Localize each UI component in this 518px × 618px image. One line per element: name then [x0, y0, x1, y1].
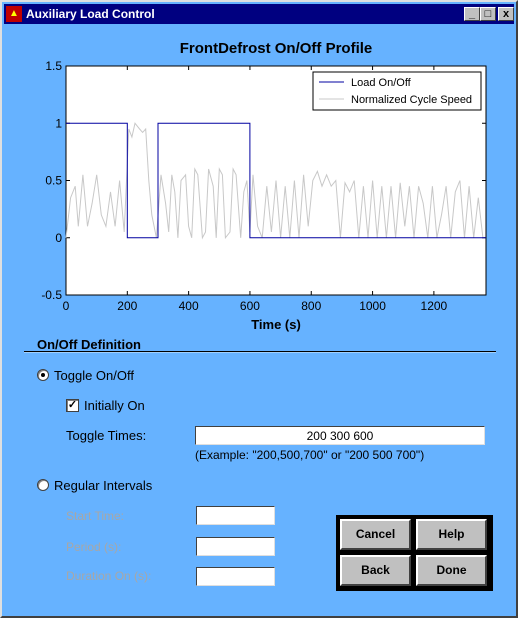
x-tick-label: 400	[179, 299, 199, 313]
period-input[interactable]	[196, 537, 275, 556]
radio-selected-dot	[41, 373, 45, 377]
title-bar: ▲ Auxiliary Load Control _ □ x	[4, 4, 514, 24]
toggle-times-example: (Example: "200,500,700" or "200 500 700"…	[195, 448, 425, 462]
toggle-times-input[interactable]	[195, 426, 485, 445]
initially-on-checkbox[interactable]: ✓	[66, 399, 79, 412]
series-load-on-off-line	[66, 122, 486, 239]
matlab-app-icon: ▲	[6, 6, 22, 22]
legend-label-load: Load On/Off	[351, 77, 412, 89]
x-tick-label: 0	[63, 299, 70, 313]
x-tick-label: 1000	[359, 299, 386, 313]
chart-title: FrontDefrost On/Off Profile	[179, 40, 373, 57]
duration-on-label: Duration On (s):	[66, 569, 152, 583]
regular-intervals-radio[interactable]	[37, 479, 49, 491]
window-title: Auxiliary Load Control	[26, 7, 155, 21]
y-tick-label: 1	[55, 116, 62, 130]
y-tick-label: 0.5	[45, 174, 62, 188]
chart-legend: Load On/Off Normalized Cycle Speed	[312, 71, 482, 111]
toggle-times-label: Toggle Times:	[66, 428, 147, 443]
back-button[interactable]: Back	[340, 555, 411, 586]
maximize-button[interactable]: □	[480, 7, 496, 21]
duration-on-input[interactable]	[196, 567, 275, 586]
section-divider	[24, 351, 496, 353]
x-axis-label: Time (s)	[251, 317, 301, 332]
button-panel: Cancel Help Back Done	[336, 515, 493, 591]
cancel-button[interactable]: Cancel	[340, 519, 411, 550]
x-tick-label: 200	[117, 299, 137, 313]
x-tick-label: 800	[301, 299, 321, 313]
y-axis-label: On: 1 Off: 0	[10, 112, 32, 132]
initially-on-label[interactable]: Initially On	[84, 398, 145, 413]
start-time-label: Start Time:	[66, 509, 125, 523]
y-tick-label: -0.5	[41, 288, 62, 302]
period-label: Period (s):	[66, 540, 122, 554]
regular-intervals-label[interactable]: Regular Intervals	[54, 478, 153, 493]
help-button[interactable]: Help	[416, 519, 487, 550]
x-tick-label: 600	[240, 299, 260, 313]
close-button[interactable]: x	[498, 7, 514, 21]
y-tick-label: 1.5	[45, 59, 62, 73]
toggle-on-off-label[interactable]: Toggle On/Off	[54, 368, 134, 383]
toggle-on-off-radio[interactable]	[37, 369, 49, 381]
legend-label-speed: Normalized Cycle Speed	[351, 94, 472, 106]
on-off-definition-heading: On/Off Definition	[37, 337, 141, 352]
series-normalized-cycle-speed-line	[65, 122, 484, 240]
y-tick-label: 0	[55, 231, 62, 245]
done-button[interactable]: Done	[416, 555, 487, 586]
x-tick-label: 1200	[421, 299, 448, 313]
start-time-input[interactable]	[196, 506, 275, 525]
minimize-button[interactable]: _	[464, 7, 480, 21]
